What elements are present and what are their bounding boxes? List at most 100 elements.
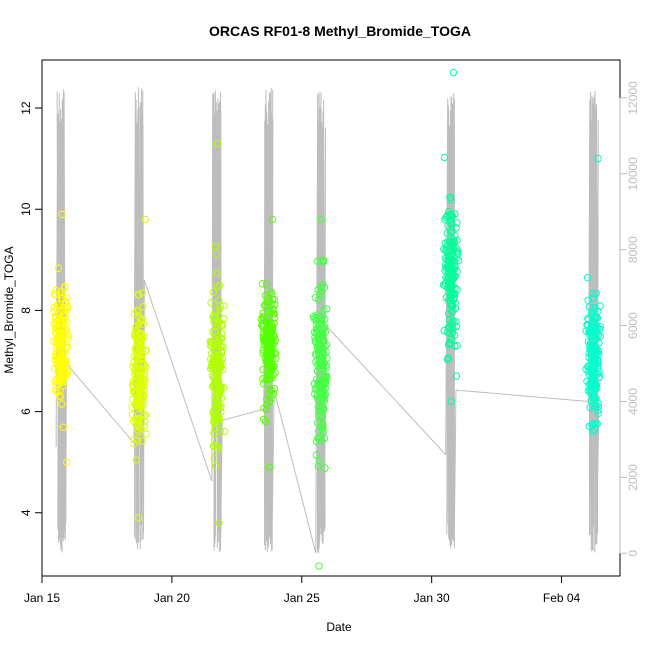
data-point (451, 284, 459, 292)
data-point (215, 332, 223, 340)
data-point (318, 425, 327, 433)
y2-axis: 0 2000 4000 6000 8000 10000 12000 (619, 81, 640, 557)
data-point (128, 411, 137, 419)
data-point (213, 282, 221, 290)
data-point (454, 249, 462, 258)
data-point (315, 318, 323, 327)
data-point (141, 215, 149, 224)
data-point (587, 368, 596, 376)
data-point (138, 346, 147, 354)
data-point (447, 277, 455, 286)
data-point (443, 248, 451, 256)
data-point (137, 317, 146, 325)
data-point (137, 373, 146, 381)
data-point (215, 414, 223, 422)
data-point (128, 381, 137, 389)
data-point (53, 353, 61, 361)
data-point (448, 323, 457, 332)
altitude-trace-rf02 (133, 87, 145, 550)
data-point (317, 379, 325, 387)
data-point (54, 340, 62, 348)
y2-tick-label: 8000 (626, 236, 640, 263)
y-axis: 4 6 8 10 12 (19, 101, 43, 516)
data-point (315, 360, 323, 368)
data-point (64, 334, 72, 343)
data-point (59, 356, 67, 364)
data-point (590, 313, 598, 322)
data-point (132, 307, 141, 316)
data-point (267, 394, 275, 402)
data-point (56, 377, 64, 385)
data-point (211, 242, 220, 251)
x-axis-label: Date (326, 620, 352, 634)
data-point (319, 324, 328, 333)
data-point (595, 368, 603, 376)
data-point (317, 414, 325, 422)
data-point (319, 312, 327, 320)
data-point (58, 295, 67, 303)
data-point (263, 302, 271, 310)
data-point (259, 380, 268, 388)
data-point (262, 280, 271, 288)
data-point (262, 318, 270, 326)
data-point (443, 212, 451, 220)
data-point (317, 288, 325, 296)
x-tick-label: Jan 25 (284, 591, 320, 605)
data-point (210, 347, 219, 355)
data-point (265, 463, 274, 471)
data-point (138, 437, 146, 445)
data-point (215, 367, 223, 375)
data-point (137, 330, 146, 339)
data-point (319, 349, 328, 357)
data-point (443, 229, 451, 237)
data-point (50, 290, 59, 298)
data-point (259, 321, 267, 330)
data-point (587, 378, 595, 386)
data-point (263, 294, 272, 303)
data-point (453, 219, 461, 227)
data-point (62, 299, 71, 307)
data-point (137, 339, 145, 347)
data-point (215, 312, 223, 320)
data-point (445, 279, 454, 287)
data-point (213, 398, 221, 407)
data-point (592, 321, 601, 329)
data-point (312, 451, 320, 459)
data-point (134, 291, 142, 299)
data-point (58, 400, 66, 408)
data-point (591, 357, 599, 366)
data-point (59, 369, 67, 377)
data-point (446, 275, 454, 283)
data-point (57, 339, 65, 347)
data-point (446, 238, 454, 246)
data-point (207, 299, 215, 307)
data-point (212, 354, 220, 362)
data-point (590, 367, 599, 375)
data-point (212, 462, 220, 470)
x-tick-label: Jan 20 (154, 591, 190, 605)
data-points (50, 68, 605, 570)
data-point (270, 385, 279, 393)
data-point (441, 239, 449, 247)
data-point (267, 364, 276, 372)
data-point (258, 280, 267, 288)
data-point (134, 417, 142, 425)
data-point (260, 316, 268, 324)
data-point (215, 519, 223, 527)
y-axis-label: Methyl_Bromide_TOGA (2, 246, 16, 373)
data-point (451, 342, 459, 350)
data-point (589, 420, 597, 428)
data-point (137, 425, 145, 433)
y-tick-label: 10 (19, 202, 33, 216)
chart-title: ORCAS RF01-8 Methyl_Bromide_TOGA (209, 23, 471, 39)
data-point (214, 139, 222, 148)
data-point (220, 302, 228, 310)
data-point (317, 215, 325, 224)
data-point (215, 296, 223, 304)
data-point (451, 263, 459, 271)
data-point (315, 457, 323, 465)
data-point (209, 328, 217, 336)
data-point (269, 310, 278, 318)
data-point (589, 393, 598, 402)
data-point (56, 387, 64, 395)
